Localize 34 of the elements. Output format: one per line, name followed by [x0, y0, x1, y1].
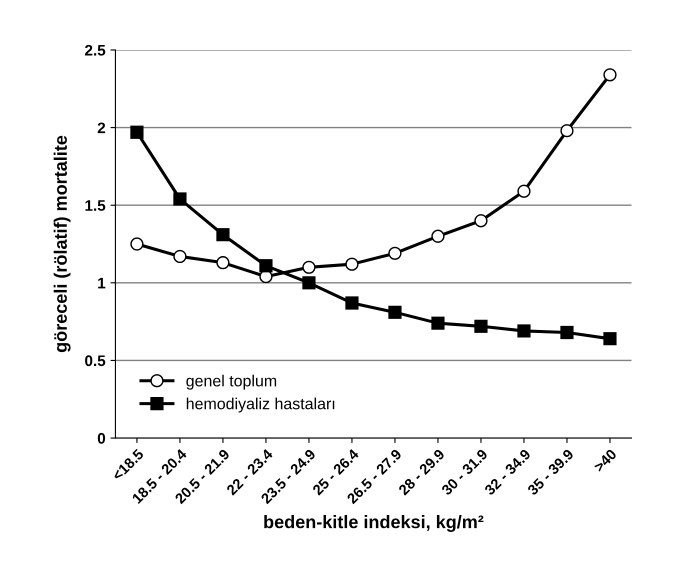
legend-label: hemodiyaliz hastaları: [186, 398, 334, 413]
point: [345, 296, 359, 310]
point: [302, 260, 316, 274]
x-tick-label: >40: [593, 448, 618, 472]
point: [603, 68, 617, 82]
legend-label: genel toplum: [186, 374, 276, 390]
point: [517, 324, 531, 338]
point: [603, 332, 617, 346]
x-axis-title: beden-kitle indeksi, kg/m²: [264, 515, 484, 532]
point: [130, 237, 144, 251]
point: [130, 126, 144, 139]
point: [345, 258, 359, 271]
point: [517, 184, 531, 198]
point: [474, 214, 488, 228]
point: [431, 230, 445, 243]
point: [259, 259, 273, 272]
point: [388, 306, 402, 319]
point: [173, 192, 187, 206]
y-tick-label: 0.5: [85, 355, 106, 366]
y-tick-label: 1.5: [85, 200, 106, 211]
point: [216, 228, 230, 242]
y-tick-label: 2.5: [85, 44, 106, 56]
y-tick-label: 2: [98, 122, 106, 134]
point: [173, 250, 187, 264]
point: [431, 316, 445, 330]
y-tick-label: 1: [98, 278, 106, 288]
point: [560, 326, 574, 340]
y-tick-label: 0: [98, 432, 106, 444]
y-axis-title: göreceli (rölatif) mortalite: [54, 136, 71, 352]
point: [388, 246, 402, 260]
point: [216, 256, 230, 270]
point: [474, 320, 488, 333]
point: [302, 276, 316, 290]
point: [560, 124, 574, 138]
